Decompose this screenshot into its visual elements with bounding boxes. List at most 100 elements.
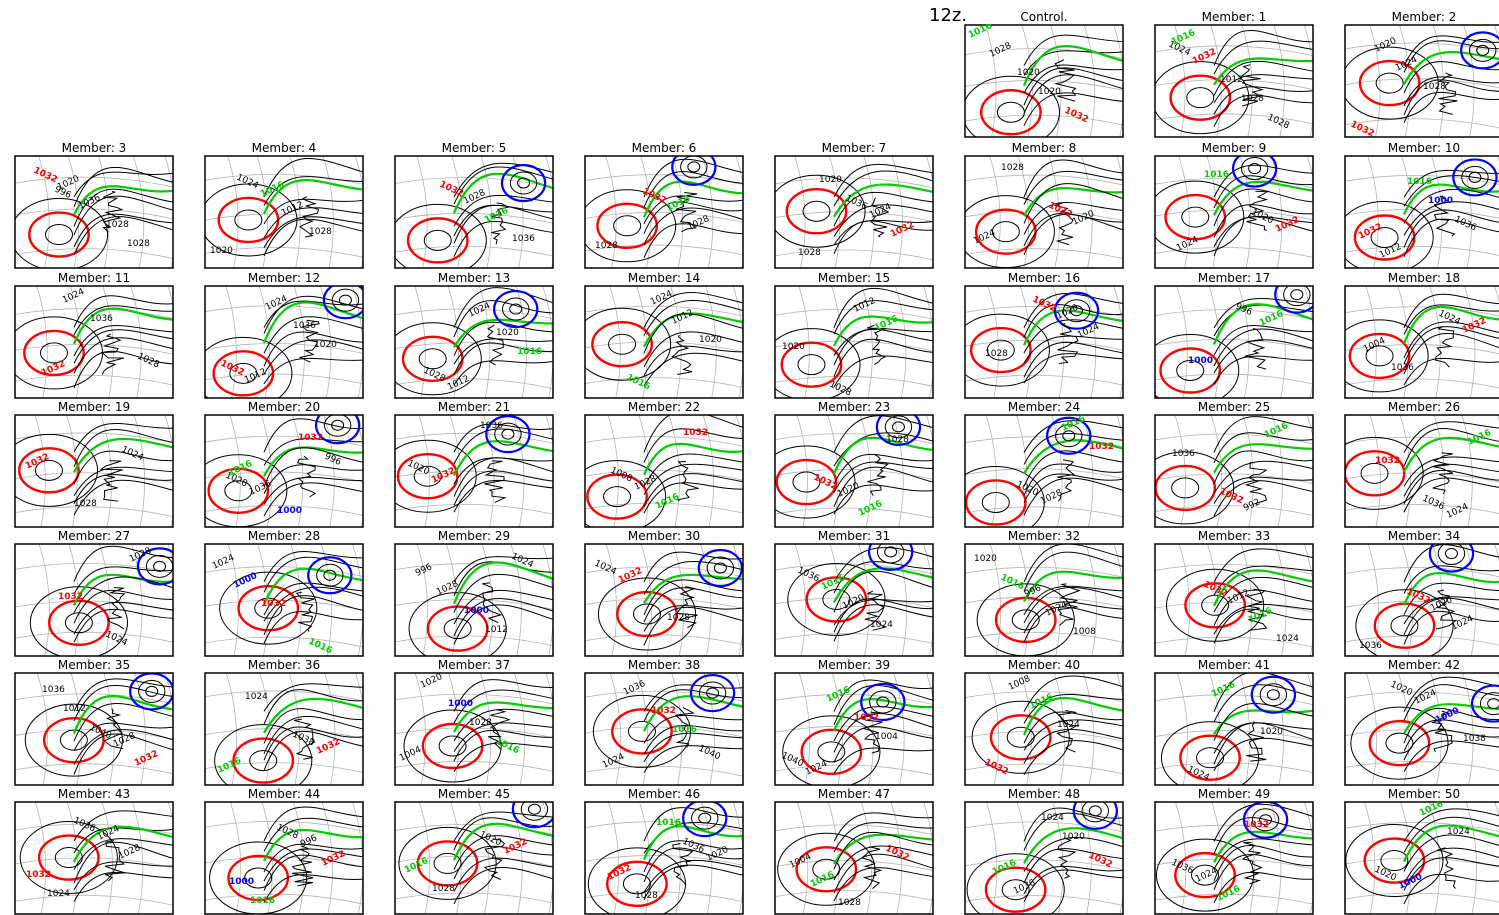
contour-label: 1004 <box>875 732 898 742</box>
isobar <box>1213 175 1313 209</box>
contour-label: 1012 <box>852 296 877 315</box>
isobar <box>263 438 363 466</box>
isobar <box>1155 334 1240 398</box>
isobar <box>1390 615 1419 637</box>
graticule-line <box>1082 673 1095 785</box>
graticule-line <box>34 802 47 914</box>
contour-label: 1036 <box>42 685 65 695</box>
isobar <box>1403 333 1499 375</box>
isobar-1032 <box>396 452 459 500</box>
isobar-1032 <box>28 211 90 258</box>
panel-frame <box>964 24 1124 138</box>
isobar <box>833 484 933 515</box>
graticule-line <box>862 673 874 785</box>
isobar <box>981 491 1010 513</box>
contour-label: 1024 <box>593 559 618 578</box>
graticule-line <box>1155 636 1313 648</box>
isobar <box>1155 451 1235 525</box>
graticule-line <box>1155 113 1313 125</box>
graticule-line <box>605 156 617 268</box>
isobar-1032 <box>23 329 85 377</box>
isobar <box>403 709 502 783</box>
isobar <box>453 470 553 506</box>
contour-label: 1032 <box>58 592 83 602</box>
graticule-line <box>775 824 933 836</box>
panel-title: Member: 27 <box>57 529 131 543</box>
isobar <box>698 681 727 705</box>
isobar <box>73 733 173 775</box>
ensemble-panel: Member: 22 1028 1032 1008 1016 <box>584 400 744 528</box>
contour-label: 1024 <box>1437 309 1462 328</box>
contour-label: 1028 <box>117 843 142 862</box>
graticule-line <box>542 544 553 656</box>
panel-frame <box>584 543 744 657</box>
contour-label: 1024 <box>804 759 829 778</box>
graticule-line <box>395 635 553 647</box>
panel-frame <box>964 155 1124 269</box>
graticule-line <box>1174 25 1186 137</box>
graticule-line <box>1365 286 1377 398</box>
panel-frame <box>394 672 554 786</box>
graticule-line <box>1270 156 1283 268</box>
graticule-line <box>926 156 933 268</box>
graticule-line <box>1367 156 1379 268</box>
isobar <box>1469 38 1497 62</box>
isobar <box>1213 673 1313 712</box>
graticule-line <box>1155 601 1313 613</box>
isobar-1016 <box>1402 572 1499 606</box>
isobar <box>833 598 933 633</box>
graticule-line <box>395 693 553 705</box>
isobar <box>1213 216 1313 257</box>
isobar-1032 <box>426 605 489 652</box>
isobar <box>627 720 656 742</box>
graticule-line <box>1116 156 1123 268</box>
contour-label: 1004 <box>1362 336 1387 355</box>
isobar <box>1403 456 1499 487</box>
isobar <box>1023 92 1123 126</box>
contour-label: 1032 <box>884 844 911 864</box>
isobar <box>965 465 1045 527</box>
graticule-line <box>798 673 811 785</box>
isobar <box>643 864 743 901</box>
isobar <box>876 696 890 708</box>
graticule-line <box>863 156 875 268</box>
panel-title: Member: 31 <box>817 529 891 543</box>
graticule-line <box>1271 415 1284 527</box>
isobar-1016 <box>73 825 173 863</box>
isobar-1016 <box>72 307 173 345</box>
isobar <box>234 209 263 231</box>
isobar-1016 <box>452 822 553 861</box>
isobar-1032 <box>1373 602 1436 649</box>
isobar <box>73 350 173 389</box>
isobar <box>338 294 352 306</box>
isobar-1000 <box>1428 544 1475 573</box>
graticule-line <box>892 415 904 527</box>
panel-frame <box>774 285 934 399</box>
ensemble-panel: Member: 9 1032 1016 1020 1024 <box>1154 141 1314 269</box>
coastline <box>1244 462 1268 505</box>
panel-frame <box>964 285 1124 399</box>
isobar-1016 <box>1403 824 1499 863</box>
coastline <box>1246 190 1270 231</box>
contour-label: 1012 <box>1220 75 1243 85</box>
isobar <box>792 471 821 493</box>
contour-label: 1032 <box>1461 316 1488 336</box>
graticule-line <box>205 373 363 385</box>
panel-frame <box>1154 24 1314 138</box>
isobar <box>1259 683 1288 707</box>
graticule-line <box>1345 821 1499 832</box>
graticule-line <box>585 821 743 832</box>
isobar <box>453 287 553 328</box>
contour-label: 1032 <box>430 466 457 486</box>
contour-label: 1004 <box>788 852 813 871</box>
contour-label: 1028 <box>128 546 153 565</box>
isobar <box>263 611 363 644</box>
graticule-line <box>1464 286 1476 398</box>
contour-label: 1000 <box>448 699 473 709</box>
contour-label: 1020 <box>819 175 842 185</box>
